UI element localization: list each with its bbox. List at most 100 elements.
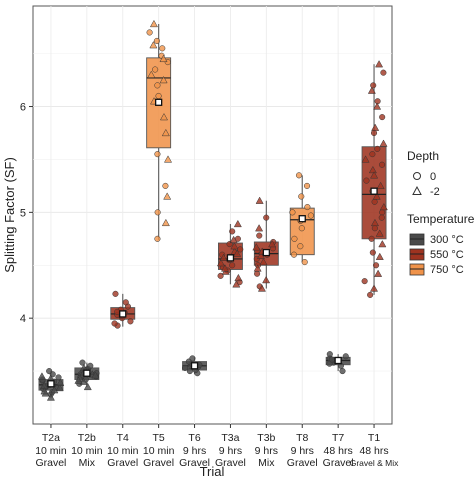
data-point-depth-0 (378, 214, 385, 221)
data-point-depth-0 (371, 198, 378, 205)
data-point-depth-minus2 (161, 218, 170, 227)
data-point-depth-minus2 (229, 235, 238, 243)
x-tick-label-material: Gravel (143, 457, 174, 469)
data-point-depth-0 (367, 291, 374, 298)
x-tick-label-code: T5 (153, 432, 165, 444)
legend-temperature-label: 750 °C (430, 264, 464, 276)
data-point-depth-0 (154, 151, 161, 158)
data-point-depth-minus2 (370, 171, 379, 179)
data-point-depth-0 (371, 225, 378, 232)
data-point-depth-0 (373, 262, 380, 269)
x-tick-label-material: Gravel (35, 457, 66, 469)
data-point-depth-0 (326, 351, 333, 358)
data-point-depth-0 (127, 318, 134, 325)
legend-depth-symbol-triangle (412, 185, 422, 195)
data-point-depth-0 (374, 98, 381, 105)
data-point-depth-minus2 (159, 75, 168, 84)
data-point-depth-minus2 (159, 112, 169, 121)
mean-marker (226, 254, 235, 262)
data-point-depth-minus2 (379, 202, 388, 211)
data-point-depth-0 (263, 214, 270, 221)
x-tick-label-code: T3b (257, 432, 275, 444)
data-point-depth-0 (290, 251, 298, 258)
data-point-depth-0 (298, 193, 305, 200)
data-point-depth-0 (181, 364, 189, 371)
data-point-depth-0 (155, 92, 162, 99)
data-point-depth-0 (379, 114, 386, 121)
mean-marker (370, 187, 378, 195)
x-tick-label-duration: 48 hrs (324, 445, 353, 457)
data-point-depth-minus2 (149, 19, 158, 28)
data-point-depth-0 (369, 151, 376, 158)
data-point-depth-minus2 (376, 181, 385, 190)
legend-temperature-label: 300 °C (430, 234, 464, 246)
data-point-depth-minus2 (50, 386, 59, 394)
data-point-depth-minus2 (163, 155, 173, 163)
data-point-depth-0 (368, 235, 375, 242)
data-point-depth-0 (328, 356, 335, 363)
data-point-depth-minus2 (233, 219, 242, 228)
data-point-depth-0 (159, 45, 166, 52)
data-point-depth-minus2 (371, 123, 380, 131)
data-point-depth-0 (229, 228, 236, 235)
x-axis-title: Trial (200, 464, 225, 479)
mean-marker (83, 369, 91, 377)
x-tick-label-duration: 9 hrs (291, 445, 314, 457)
data-point-depth-minus2 (255, 224, 264, 232)
mean-marker (262, 248, 271, 257)
legend-temperature-items: 300 °C 550 °C 750 °C (409, 233, 464, 276)
data-point-depth-0 (363, 177, 370, 184)
legend-depth-label: -2 (430, 186, 440, 198)
data-point-depth-0 (379, 209, 386, 216)
data-point-depth-0 (186, 368, 193, 375)
data-point-depth-0 (189, 355, 196, 362)
data-point-depth-minus2 (74, 376, 83, 384)
data-point-depth-minus2 (163, 192, 172, 200)
data-point-depth-minus2 (219, 253, 228, 261)
data-point-depth-0 (79, 359, 86, 366)
data-point-depth-minus2 (379, 139, 388, 147)
data-point-depth-0 (154, 235, 161, 242)
data-point-depth-minus2 (369, 284, 379, 292)
data-point-depth-minus2 (257, 284, 266, 292)
data-point-depth-0 (378, 161, 386, 168)
data-point-depth-minus2 (262, 275, 271, 284)
data-point-depth-0 (295, 172, 303, 179)
data-point-depth-0 (237, 246, 244, 253)
data-point-depth-minus2 (255, 196, 264, 204)
data-point-depth-minus2 (159, 54, 168, 63)
data-point-depth-minus2 (370, 218, 379, 227)
data-point-depth-minus2 (252, 243, 261, 251)
data-point-depth-0 (154, 209, 161, 216)
data-point-depth-minus2 (230, 242, 239, 250)
data-point-depth-minus2 (373, 102, 382, 110)
data-point-depth-0 (361, 278, 368, 285)
data-point-depth-0 (298, 225, 305, 232)
data-point-depth-minus2 (253, 264, 262, 272)
data-point-depth-0 (301, 259, 308, 266)
x-tick-label-duration: 9 hrs (255, 445, 278, 457)
x-tick-label-material: Gravel (179, 457, 210, 469)
data-point-depth-0 (254, 270, 261, 277)
data-point-depth-minus2 (221, 264, 230, 272)
data-point-depth-minus2 (372, 192, 381, 200)
data-point-depth-0 (46, 368, 53, 375)
mean-marker (334, 356, 342, 365)
data-point-depth-0 (303, 182, 311, 189)
x-tick-label-code: T2a (42, 432, 60, 444)
data-point-depth-0 (112, 290, 119, 297)
data-point-depth-minus2 (268, 239, 277, 248)
data-point-depth-minus2 (37, 372, 46, 380)
x-tick-label-duration: 48 hrs (359, 445, 388, 457)
data-point-depth-minus2 (147, 70, 156, 78)
legend-depth-symbol-circle (413, 172, 421, 180)
x-tick-label-duration: 10 min (35, 445, 67, 457)
data-point-depth-minus2 (233, 249, 242, 257)
data-point-depth-0 (256, 232, 263, 239)
legend-temperature-label: 550 °C (430, 249, 464, 261)
data-point-depth-minus2 (361, 155, 370, 163)
legend-temperature-title: Temperature (407, 212, 474, 226)
data-point-depth-minus2 (216, 259, 225, 267)
data-point-depth-0 (162, 182, 169, 189)
